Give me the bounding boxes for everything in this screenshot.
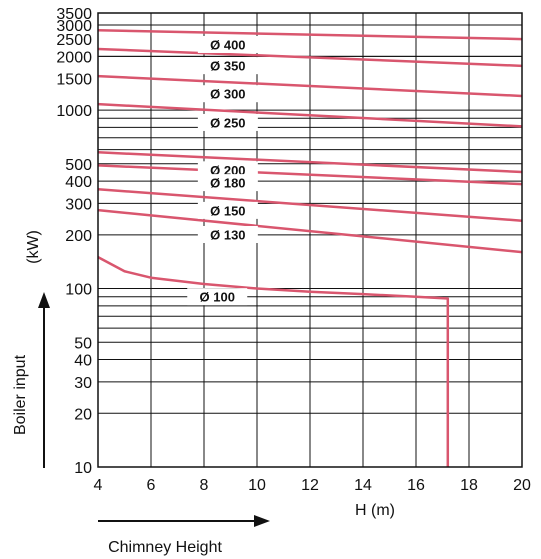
x-tick-label: 6 bbox=[147, 477, 156, 494]
series-lines bbox=[97, 29, 523, 467]
x-axis-label: H (m) bbox=[355, 502, 395, 519]
y-tick-label: 2000 bbox=[56, 49, 92, 66]
series-label: Ø 130 bbox=[210, 227, 245, 242]
y-tick-label: 200 bbox=[65, 228, 92, 245]
y-axis-label: (kW) bbox=[25, 230, 42, 264]
series-label-bg bbox=[197, 161, 258, 179]
series-label: Ø 400 bbox=[210, 37, 245, 52]
y-tick-label: 500 bbox=[65, 157, 92, 174]
y-tick-label: 50 bbox=[74, 335, 92, 352]
x-tick-labels: 4 6 8 10 12 14 16 18 20 bbox=[94, 477, 531, 494]
x-direction-arrowhead bbox=[254, 515, 270, 527]
series-label: Ø 180 bbox=[210, 176, 245, 191]
grid bbox=[97, 13, 523, 468]
series-label: Ø 100 bbox=[200, 290, 235, 305]
x-tick-label: 16 bbox=[407, 477, 425, 494]
series-line bbox=[97, 188, 523, 222]
plot-frame bbox=[97, 12, 523, 468]
y-tick-label: 1500 bbox=[56, 72, 92, 89]
series-label: Ø 300 bbox=[210, 87, 245, 102]
series-label: Ø 200 bbox=[210, 163, 245, 178]
y-tick-label: 3000 bbox=[56, 18, 92, 35]
series-label-bg bbox=[197, 85, 258, 103]
series-label-bg bbox=[197, 35, 258, 53]
y-tick-label: 400 bbox=[65, 174, 92, 191]
series-label-bg bbox=[197, 225, 258, 243]
series-line bbox=[97, 29, 523, 41]
y-tick-label: 20 bbox=[74, 406, 92, 423]
series-label-bg bbox=[197, 174, 258, 192]
y-tick-label: 30 bbox=[74, 375, 92, 392]
y-direction-label: Boiler input bbox=[12, 354, 29, 435]
y-direction-arrowhead bbox=[38, 292, 50, 308]
x-tick-label: 4 bbox=[94, 477, 103, 494]
y-tick-label: 300 bbox=[65, 196, 92, 213]
x-direction-label: Chimney Height bbox=[108, 539, 222, 556]
x-tick-label: 18 bbox=[460, 477, 478, 494]
series-label: Ø 150 bbox=[210, 203, 245, 218]
series-label: Ø 250 bbox=[210, 115, 245, 130]
series-label-bg bbox=[197, 113, 258, 131]
x-tick-label: 10 bbox=[248, 477, 266, 494]
series-line bbox=[97, 208, 523, 254]
series-line bbox=[97, 47, 523, 68]
series-line bbox=[97, 256, 450, 467]
y-tick-label: 2500 bbox=[56, 32, 92, 49]
y-tick-label: 100 bbox=[65, 282, 92, 299]
series-label-bg bbox=[197, 57, 258, 75]
series-line bbox=[97, 164, 523, 186]
series-line bbox=[97, 102, 523, 128]
y-tick-label: 3500 bbox=[56, 6, 92, 23]
x-tick-label: 8 bbox=[200, 477, 209, 494]
series-label-bg bbox=[197, 201, 258, 219]
series-label-bg bbox=[187, 288, 248, 306]
y-tick-label: 1000 bbox=[56, 103, 92, 120]
x-tick-label: 12 bbox=[301, 477, 319, 494]
series-line bbox=[97, 74, 523, 98]
series-line bbox=[97, 151, 523, 174]
series-label: Ø 350 bbox=[210, 59, 245, 74]
x-tick-label: 20 bbox=[513, 477, 531, 494]
y-tick-label: 10 bbox=[74, 460, 92, 477]
y-tick-label: 40 bbox=[74, 353, 92, 370]
x-tick-label: 14 bbox=[354, 477, 372, 494]
